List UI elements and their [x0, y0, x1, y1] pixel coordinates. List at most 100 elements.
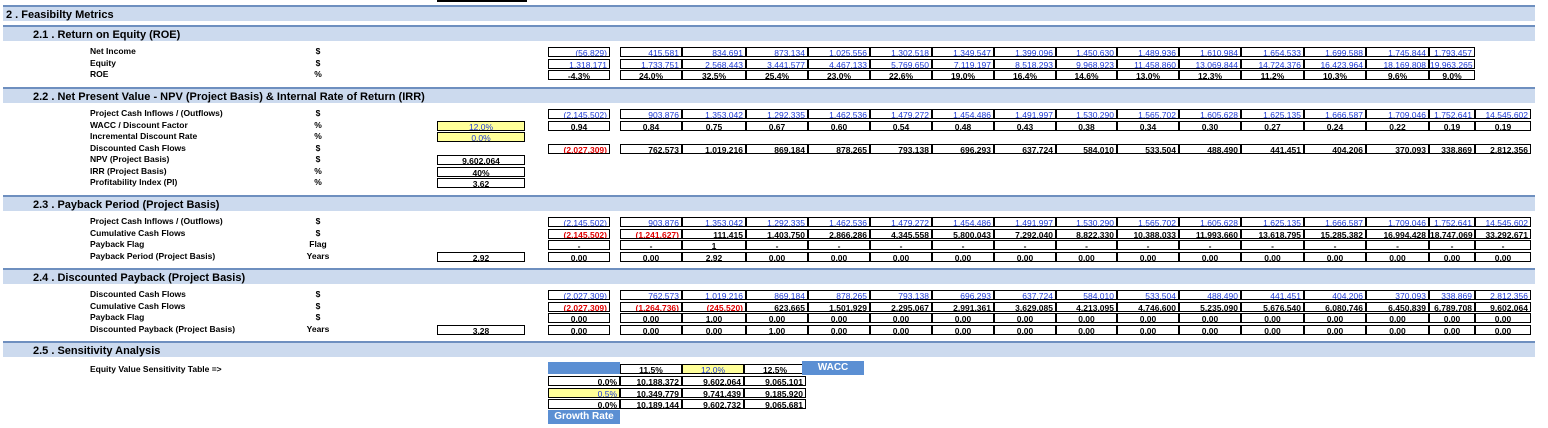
- value-cell[interactable]: 0.00: [1304, 324, 1366, 335]
- value-cell[interactable]: 0.00: [1179, 251, 1241, 262]
- value-cell[interactable]: 0.00: [1117, 324, 1179, 335]
- value-cell[interactable]: 488,490: [1179, 290, 1241, 300]
- value-cell[interactable]: 0.00: [994, 324, 1056, 335]
- sensitivity-value[interactable]: 10,349,779: [620, 387, 682, 398]
- value-cell[interactable]: -: [1429, 240, 1475, 250]
- value-cell[interactable]: 873,134: [746, 47, 808, 57]
- value-cell[interactable]: 12.3%: [1179, 70, 1241, 80]
- sensitivity-value[interactable]: 9,065,101: [744, 376, 806, 386]
- value-cell[interactable]: 533,504: [1117, 143, 1179, 154]
- value-cell[interactable]: 878,265: [808, 290, 870, 300]
- value-cell[interactable]: 488,490: [1179, 143, 1241, 154]
- value-cell[interactable]: 3,441,577: [746, 58, 808, 69]
- value-cell[interactable]: 0.84: [620, 120, 682, 131]
- value-cell[interactable]: 370,093: [1366, 290, 1429, 300]
- value-cell[interactable]: -: [932, 240, 994, 250]
- value-cell[interactable]: -: [746, 240, 808, 250]
- value-cell[interactable]: -: [1475, 240, 1531, 250]
- value-cell[interactable]: 14,545,602: [1475, 109, 1531, 119]
- sensitivity-header[interactable]: 12.5%: [744, 364, 806, 374]
- value-cell[interactable]: 1,491,997: [994, 217, 1056, 227]
- value-cell[interactable]: 0.30: [1179, 120, 1241, 131]
- value-cell[interactable]: 0.00: [1304, 313, 1366, 323]
- value-cell[interactable]: 1,752,641: [1429, 217, 1475, 227]
- value-cell[interactable]: 2,991,361: [932, 301, 994, 312]
- value-cell[interactable]: 9.6%: [1366, 70, 1429, 80]
- value-cell[interactable]: 1,666,587: [1304, 217, 1366, 227]
- value-cell[interactable]: 0.00: [1429, 324, 1475, 335]
- sensitivity-value[interactable]: 9,602,732: [682, 399, 744, 409]
- value-cell[interactable]: 1,403,750: [746, 228, 808, 239]
- input-cell[interactable]: 3.28: [437, 324, 525, 335]
- value-cell[interactable]: 9.0%: [1429, 70, 1475, 80]
- value-cell[interactable]: 1,318,171: [548, 58, 610, 69]
- value-cell[interactable]: 623,665: [746, 301, 808, 312]
- value-cell[interactable]: 0.00: [620, 251, 682, 262]
- value-cell[interactable]: 0.00: [1179, 313, 1241, 323]
- value-cell[interactable]: 338,869: [1429, 143, 1475, 154]
- value-cell[interactable]: 0.00: [1475, 324, 1531, 335]
- value-cell[interactable]: -: [1179, 240, 1241, 250]
- value-cell[interactable]: (2,145,502): [548, 109, 610, 119]
- value-cell[interactable]: 1,349,547: [932, 47, 994, 57]
- value-cell[interactable]: 1,353,042: [682, 217, 746, 227]
- value-cell[interactable]: 903,876: [620, 109, 682, 119]
- value-cell[interactable]: 0.00: [1056, 251, 1117, 262]
- value-cell[interactable]: 0.00: [870, 251, 932, 262]
- value-cell[interactable]: 0.00: [1241, 251, 1304, 262]
- value-cell[interactable]: 16,994,428: [1366, 228, 1429, 239]
- value-cell[interactable]: -: [808, 240, 870, 250]
- sensitivity-value[interactable]: 9,741,439: [682, 387, 744, 398]
- value-cell[interactable]: 869,184: [746, 290, 808, 300]
- value-cell[interactable]: 762,573: [620, 290, 682, 300]
- value-cell[interactable]: 0.00: [1056, 324, 1117, 335]
- value-cell[interactable]: 18,747,069: [1429, 228, 1475, 239]
- value-cell[interactable]: 834,691: [682, 47, 746, 57]
- value-cell[interactable]: (1,241,627): [620, 228, 682, 239]
- value-cell[interactable]: (2,145,502): [548, 228, 610, 239]
- sensitivity-value[interactable]: 9,185,920: [744, 387, 806, 398]
- value-cell[interactable]: 16.4%: [994, 70, 1056, 80]
- value-cell[interactable]: 0.00: [1117, 251, 1179, 262]
- value-cell[interactable]: 4,213,095: [1056, 301, 1117, 312]
- value-cell[interactable]: 1,565,702: [1117, 217, 1179, 227]
- input-cell[interactable]: 3.62: [437, 178, 525, 188]
- value-cell[interactable]: (245,520): [682, 301, 746, 312]
- value-cell[interactable]: 404,206: [1304, 290, 1366, 300]
- value-cell[interactable]: 1,565,702: [1117, 109, 1179, 119]
- value-cell[interactable]: 1,489,936: [1117, 47, 1179, 57]
- value-cell[interactable]: 4,746,600: [1117, 301, 1179, 312]
- value-cell[interactable]: 1,292,335: [746, 217, 808, 227]
- value-cell[interactable]: 1,462,536: [808, 217, 870, 227]
- value-cell[interactable]: 0.00: [1304, 251, 1366, 262]
- value-cell[interactable]: 6,450,839: [1366, 301, 1429, 312]
- value-cell[interactable]: 1,699,588: [1304, 47, 1366, 57]
- value-cell[interactable]: 1,745,844: [1366, 47, 1429, 57]
- value-cell[interactable]: 19.0%: [932, 70, 994, 80]
- value-cell[interactable]: 1,501,929: [808, 301, 870, 312]
- sensitivity-value[interactable]: 9,065,681: [744, 399, 806, 409]
- value-cell[interactable]: 0.00: [1241, 313, 1304, 323]
- value-cell[interactable]: 111,415: [682, 228, 746, 239]
- value-cell[interactable]: 13,069,844: [1179, 58, 1241, 69]
- value-cell[interactable]: 0.00: [1117, 313, 1179, 323]
- value-cell[interactable]: 0.27: [1241, 120, 1304, 131]
- value-cell[interactable]: 0.24: [1304, 120, 1366, 131]
- input-cell[interactable]: 2.92: [437, 251, 525, 262]
- value-cell[interactable]: 5,800,043: [932, 228, 994, 239]
- value-cell[interactable]: 0.00: [808, 313, 870, 323]
- value-cell[interactable]: 0.00: [1366, 313, 1429, 323]
- value-cell[interactable]: 533,504: [1117, 290, 1179, 300]
- value-cell[interactable]: 1,625,135: [1241, 217, 1304, 227]
- value-cell[interactable]: 1,605,628: [1179, 109, 1241, 119]
- value-cell[interactable]: 0.00: [994, 313, 1056, 323]
- value-cell[interactable]: 7,119,197: [932, 58, 994, 69]
- value-cell[interactable]: 1,462,536: [808, 109, 870, 119]
- growth-rate-cell[interactable]: 0.0%: [548, 376, 620, 386]
- value-cell[interactable]: 0.00: [682, 324, 746, 335]
- value-cell[interactable]: 1,454,486: [932, 217, 994, 227]
- value-cell[interactable]: 1,709,046: [1366, 217, 1429, 227]
- growth-rate-cell[interactable]: 0.0%: [548, 399, 620, 409]
- value-cell[interactable]: 0.00: [548, 324, 610, 335]
- value-cell[interactable]: 4,345,558: [870, 228, 932, 239]
